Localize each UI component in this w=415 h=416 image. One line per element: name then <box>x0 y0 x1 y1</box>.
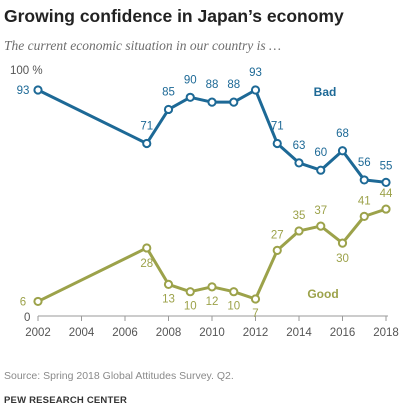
source-note: Source: Spring 2018 Global Attitudes Sur… <box>4 370 234 382</box>
bad-data-point <box>294 158 304 168</box>
bad-data-point <box>316 165 326 175</box>
bad-data-point <box>337 146 348 156</box>
good-data-point <box>337 238 348 248</box>
x-tick-label: 2006 <box>112 327 138 339</box>
good-value-label: 10 <box>227 301 240 313</box>
y-axis-top-label: 100 % <box>10 65 43 77</box>
good-data-point <box>359 211 369 221</box>
x-tick-label: 2014 <box>286 327 312 339</box>
good-series-label: Good <box>307 287 338 301</box>
good-value-label: 6 <box>20 296 26 308</box>
bad-value-label: 56 <box>358 157 371 169</box>
good-data-point <box>272 245 282 255</box>
bad-value-label: 55 <box>380 160 393 172</box>
good-data-point <box>294 226 304 236</box>
bad-data-point <box>359 175 369 185</box>
chart-subtitle: The current economic situation in our co… <box>4 38 281 53</box>
x-tick-label: 2004 <box>69 327 95 339</box>
pew-credit: PEW RESEARCH CENTER <box>4 395 128 406</box>
y-axis-zero-label: 0 <box>24 312 30 324</box>
bad-data-point <box>229 97 239 107</box>
bad-value-label: 71 <box>140 120 153 132</box>
good-value-label: 13 <box>162 293 175 305</box>
good-data-point <box>250 294 261 304</box>
bad-value-label: 71 <box>271 120 284 132</box>
bad-data-point <box>185 92 195 102</box>
bad-value-label: 63 <box>293 140 306 152</box>
line-chart: 100 % 0 2002 2004 2006 2008 2010 2012 2014 2016… <box>10 65 399 339</box>
bad-data-point <box>163 104 174 115</box>
bad-data-point <box>207 97 217 107</box>
good-value-label: 44 <box>380 188 393 200</box>
chart-title: Growing confidence in Japan’s economy <box>4 6 344 26</box>
bad-value-label: 88 <box>227 79 240 91</box>
good-data-point <box>163 279 174 290</box>
bad-series-label: Bad <box>314 85 337 99</box>
bad-value-label: 88 <box>206 79 219 91</box>
good-data-point <box>229 287 239 297</box>
good-data-point <box>207 282 217 292</box>
bad-data-point <box>250 85 261 95</box>
good-value-label: 30 <box>336 253 349 265</box>
x-tick-label: 2010 <box>199 327 225 339</box>
bad-value-label: 93 <box>249 67 262 79</box>
good-value-label: 35 <box>293 210 306 222</box>
bad-value-label: 68 <box>336 128 349 140</box>
good-value-label: 37 <box>314 205 327 217</box>
bad-value-label: 60 <box>314 147 327 159</box>
good-data-point <box>381 204 391 214</box>
good-data-point <box>33 296 43 307</box>
x-tick-label: 2012 <box>243 327 269 339</box>
x-tick-label: 2002 <box>25 327 51 339</box>
good-value-label: 7 <box>252 308 258 320</box>
good-value-label: 28 <box>140 258 153 270</box>
x-tick-label: 2008 <box>156 327 182 339</box>
bad-data-point <box>272 138 282 149</box>
bad-data-point <box>142 138 152 149</box>
good-data-point <box>142 243 152 253</box>
bad-value-label: 90 <box>184 74 197 86</box>
good-value-label: 41 <box>358 195 371 207</box>
bad-data-point <box>381 177 391 187</box>
good-value-label: 27 <box>271 229 284 241</box>
good-value-label: 12 <box>206 296 219 308</box>
bad-value-label: 85 <box>162 86 175 98</box>
x-tick-label: 2016 <box>330 327 356 339</box>
bad-data-point <box>33 85 43 95</box>
bad-value-label: 93 <box>17 85 30 97</box>
good-value-label: 10 <box>184 301 197 313</box>
good-data-point <box>185 287 195 297</box>
x-tick-label: 2018 <box>373 327 399 339</box>
good-data-point <box>316 221 326 231</box>
